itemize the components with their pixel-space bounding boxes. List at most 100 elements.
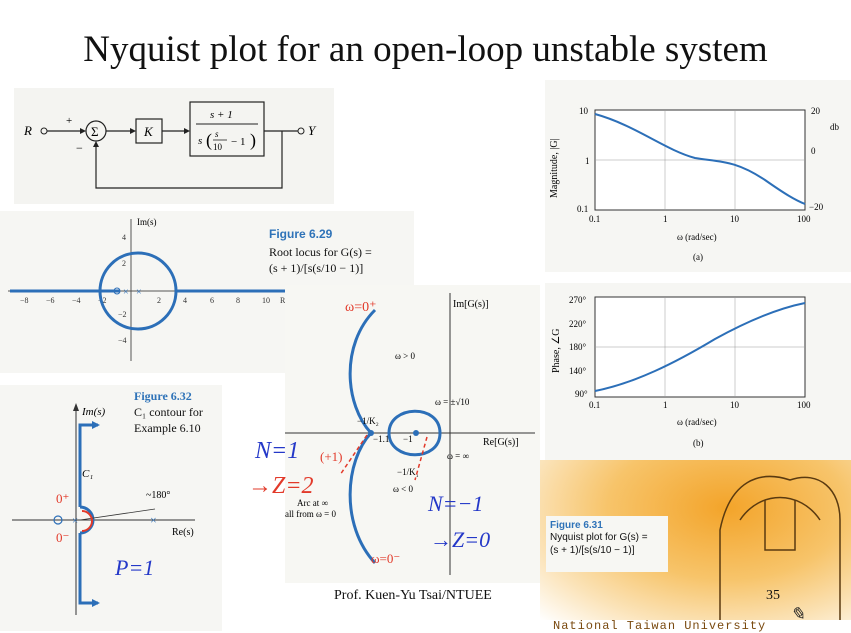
minus-sign: − [76,141,83,155]
nyq-re-label: Re[G(s)] [483,437,519,448]
omega-pos: ω > 0 [395,351,415,361]
phase-ytick: 90° [575,389,588,399]
mag-ylabel: Magnitude, |G| [549,138,560,198]
phase-ytick: 180° [569,342,587,352]
phase-ytick: 140° [569,366,587,376]
mag-ytick: 1 [585,156,590,166]
rl-xtick: 6 [210,296,214,305]
db-tick: 0 [811,146,816,156]
phase-ytick: 220° [569,319,587,329]
z0-note: →Z=0 [430,527,490,552]
rl-xtick: 4 [183,296,187,305]
plant-numerator: s + 1 [210,109,233,121]
mag-xtick: 10 [730,214,740,224]
contour-im-label: Im(s) [81,406,106,418]
university-text: National Taiwan University [553,619,767,633]
crit-2: −1/K₂ [357,416,379,426]
nyq-fig-caption: Figure 6.31 Nyquist plot for G(s) = (s +… [546,516,668,572]
footer-author: Prof. Kuen-Yu Tsai/NTUEE [334,588,492,603]
omega-neg: ω < 0 [393,484,413,494]
hand-w0m: ω=0⁻ [371,551,400,566]
building-sketch [719,475,841,620]
c1-upper [78,423,98,507]
n-minus1-note: N=−1 [427,491,483,516]
root-locus-plot: Im(s) −8 −6 −4 −2 2 4 6 8 10 R 4 2 −2 −4… [8,217,372,361]
mag-xtick: 100 [797,214,811,224]
mag-sub: (a) [693,252,703,262]
phase-xtick: 100 [797,400,811,410]
bode-mag-plot: Magnitude, |G| 10 1 0.1 20 0 −20 db 0.1 … [549,106,840,262]
contour-re-label: Re(s) [172,527,194,538]
block-diagram-panel: R + Σ − K s + 1 s ( s 10 − 1 ) Y [14,88,334,204]
omega-inf: ω = ∞ [447,451,469,461]
svg-text:×: × [150,513,157,527]
svg-text:10: 10 [213,142,223,152]
contour-panel: Im(s) Re(s) C₁ ~180° × × 0⁺ 0⁻ P=1 Figur… [0,385,222,631]
svg-text:Σ: Σ [91,124,99,139]
rl-xtick: −4 [72,296,81,305]
hand-w0p: ω=0⁺ [345,300,377,315]
rl-ytick: −2 [118,310,127,319]
rl-caption-1: Root locus for G(s) = [269,245,372,259]
phase-xtick: 0.1 [589,400,600,410]
mag-curve [594,113,806,205]
nyq-im-label: Im[G(s)] [453,299,489,310]
nyq-loop [387,409,442,457]
nyq-fig-caption-1: Nyquist plot for G(s) = [550,532,648,543]
arc-line-2: all from ω = 0 [285,509,336,519]
rl-xtick: 2 [157,296,161,305]
crit-1: −1/K₁ [397,467,419,477]
plus-sign: + [66,115,72,127]
block-diagram: R + Σ − K s + 1 s ( s 10 − 1 ) Y [23,101,317,189]
mag-xlabel: ω (rad/sec) [677,232,717,242]
n1-note: N=1 [255,438,300,464]
plant-block [189,101,265,157]
phase-xlabel: ω (rad/sec) [677,417,717,427]
svg-text:− 1: − 1 [231,136,245,148]
angle-label: ~180° [146,490,170,501]
m11: −1.1 [373,434,389,444]
svg-text:): ) [250,130,256,151]
mag-xtick: 1 [663,214,668,224]
rl-xtick: −8 [20,296,29,305]
rl-fig-label: Figure 6.29 [269,227,333,241]
phase-ylabel: Phase, ∠G [551,328,562,373]
phase-xtick: 10 [730,400,740,410]
page-number: 35 [766,588,780,603]
svg-text:s: s [215,129,219,139]
contour-caption-2: Example 6.10 [134,421,201,435]
output-label: Y [308,123,317,138]
rl-im-label: Im(s) [137,217,157,227]
nyquist-plot: Im[G(s)] Re[G(s)] ω > 0 ω = ±√10 ω = ∞ ω… [285,293,535,575]
rl-xtick: −6 [46,296,55,305]
rl-re-label: R [280,296,286,305]
nyq-fig-label: Figure 6.31 [550,520,603,531]
svg-text:(: ( [206,130,212,151]
mag-ytick: 10 [579,106,589,116]
z2-note: →Z=2 [248,473,314,499]
bode-mag-panel: Magnitude, |G| 10 1 0.1 20 0 −20 db 0.1 … [545,80,851,272]
zero-minus-note: 0⁻ [56,530,69,545]
phase-ytick: 270° [569,295,587,305]
db-tick: −20 [809,202,824,212]
phase-curve [594,302,806,392]
svg-text:s: s [198,135,202,147]
m1: −1 [403,434,413,444]
mag-ytick: 0.1 [577,204,588,214]
contour-fig-label: Figure 6.32 [134,389,192,403]
mag-xtick: 0.1 [589,214,600,224]
c1-label: C₁ [82,468,93,480]
slide-title: Nyquist plot for an open-loop unstable s… [83,29,768,70]
rl-xtick: 8 [236,296,240,305]
p-note: P=1 [114,555,154,580]
c1-lower [78,533,98,605]
contour-plot: Im(s) Re(s) C₁ ~180° × × 0⁺ 0⁻ P=1 Figur… [12,389,203,615]
nyq-fig-caption-2: (s + 1)/[s(s/10 − 1)] [550,545,635,556]
rl-ytick: −4 [118,336,127,345]
rl-ytick: 2 [122,259,126,268]
input-label: R [23,123,32,138]
hand-plus1: (+1) [320,449,343,464]
university-logo: ✎ [790,604,806,624]
arc-line-1: Arc at ∞ [297,498,328,508]
nyq-curve-outer [348,308,377,565]
